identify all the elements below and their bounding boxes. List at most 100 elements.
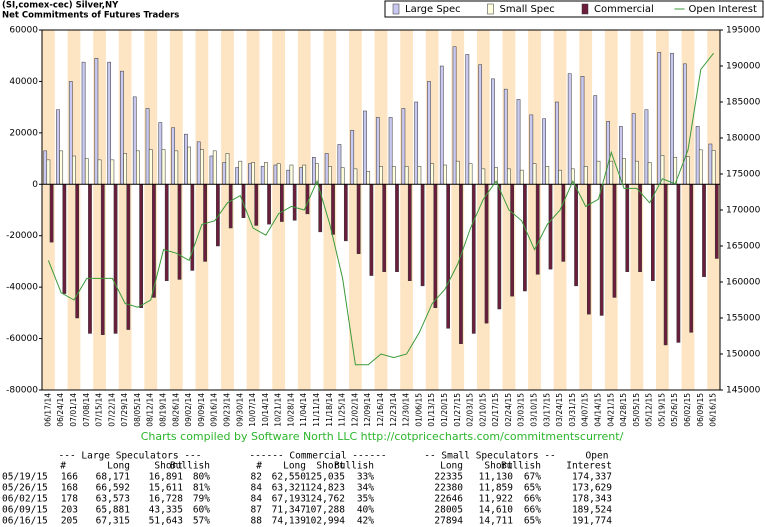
bar [366,171,371,185]
table-cell: 05/26/15 [2,483,48,494]
bar [46,159,51,185]
table-header: Short [316,461,345,472]
x-tick-label: 02/24/15 [504,393,513,427]
bar [555,101,559,185]
table-cell: 74,139 [272,516,307,527]
table-cell: 203 [61,505,78,516]
x-tick-label: 09/16/14 [210,393,219,427]
table-cell: 40% [357,505,374,516]
bar [535,184,540,275]
y2-tick-label: 150000 [726,350,761,360]
bar [248,163,252,185]
bar [561,184,566,262]
bar [468,163,473,185]
bar [657,52,662,185]
table-header: Interest [566,461,612,472]
bar [228,184,233,229]
table-cell: 102,994 [305,516,345,527]
table-cell: 67,193 [272,494,306,505]
chart-subtitle: Net Commitments of Futures Traders [2,11,179,21]
table-cell: 35% [357,494,374,505]
bar [682,63,687,185]
bar [599,184,604,316]
x-tick-label: 05/05/15 [632,393,641,427]
table-cell: 66% [524,494,541,505]
bar [222,162,227,185]
bar [363,110,367,185]
table-cell: 168 [61,483,78,494]
bar [714,184,719,259]
x-tick-label: 01/13/15 [427,393,436,427]
line-series [47,52,714,366]
bar [161,149,166,185]
table-cell: 80% [193,472,210,483]
table-cell: 125,035 [305,472,345,483]
x-tick-label: 07/15/14 [95,393,104,427]
bar [395,184,399,272]
bar [145,108,150,185]
bar [417,166,422,185]
bar [238,160,243,185]
x-tick-label: 09/09/14 [197,393,206,427]
plot-frame [41,29,721,391]
x-tick-label: 06/17/14 [43,393,52,427]
x-tick-label: 02/10/15 [478,393,487,427]
y2-tick-label: 180000 [726,134,761,144]
bar [532,163,537,185]
table-cell: 57% [193,516,210,527]
table-cell: 66% [524,505,541,516]
x-tick-label: 09/02/14 [184,393,193,427]
table-cell: 66,592 [96,483,130,494]
x-tick-label: 08/19/14 [159,393,168,427]
table-cell: 124,762 [305,494,345,505]
bar [94,58,99,185]
bar [548,184,553,270]
chart-title: (SI,comex-cec) Silver,NY [2,1,119,11]
x-tick-label: 04/07/15 [581,393,590,427]
table-header: Bullish [334,461,374,472]
bar [120,70,124,185]
bar [379,166,383,185]
bar [686,156,690,185]
x-tick-label: 03/24/15 [555,393,564,427]
bar [481,168,486,185]
y2-tick-label: 195000 [726,26,761,36]
bar [292,184,297,221]
bar [337,144,342,185]
bar [427,81,431,185]
y2-tick-label: 175000 [726,170,761,180]
bar [510,184,514,297]
x-tick-label: 02/17/15 [491,393,500,427]
table-cell: 63,573 [96,494,130,505]
table-cell: 173,629 [572,483,612,494]
bar [542,118,546,185]
bar [190,184,195,271]
table-cell: 174,337 [572,472,612,483]
bar [100,184,105,335]
band-stripe [707,30,720,390]
y-tick-label: -80000 [6,386,38,396]
x-tick-label: 08/26/14 [171,393,180,427]
bar [267,184,271,225]
table-cell: 34% [357,483,374,494]
bar [81,61,86,185]
table-cell: 28005 [434,505,463,516]
bar [404,166,409,185]
band-stripe [272,30,286,390]
table-cell: 16,891 [149,472,184,483]
bar [132,96,137,185]
x-tick-label: 07/22/14 [107,393,116,427]
bar [478,64,482,185]
x-tick-label: 05/12/15 [645,393,654,427]
table-cell: 33% [357,472,374,483]
y-tick-label: 0 [32,180,38,190]
table-cell: 79% [193,494,210,505]
x-tick-label: 12/23/14 [389,393,398,427]
table-cell: 51,643 [149,516,183,527]
bar [391,166,396,185]
x-tick-label: 06/02/15 [683,393,692,427]
band-stripe [349,30,362,390]
bar [251,162,255,185]
band-stripe [42,30,55,390]
table-cell: 84 [251,494,263,505]
